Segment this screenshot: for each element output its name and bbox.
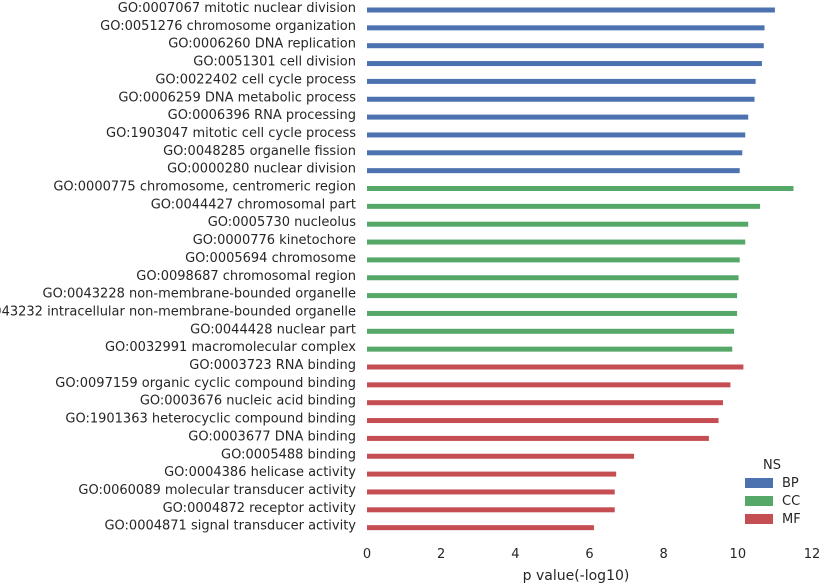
category-label: GO:0051301 cell division [193,55,356,70]
legend-swatch-bp [745,478,773,488]
category-label: GO:0000775 chromosome, centromeric regio… [53,180,356,195]
legend-label-cc: CC [782,494,800,509]
bar-bp-0 [367,7,775,13]
category-label: GO:0006260 DNA replication [168,37,356,52]
x-tick-label: 10 [730,547,747,562]
bar-cc-12 [367,221,749,227]
bar-mf-23 [367,418,719,424]
category-label: GO:0048285 organelle fission [163,144,356,159]
bar-mf-28 [367,507,615,513]
bar-cc-17 [367,310,738,316]
bar-cc-16 [367,293,738,299]
category-label: GO:0005488 binding [221,447,356,462]
legend: NS BP CC MF [745,458,801,527]
category-label: GO:0000280 nuclear division [167,162,356,177]
bar-bp-4 [367,78,756,84]
category-labels: GO:0007067 mitotic nuclear division GO:00… [0,1,356,534]
x-tick-label: 0 [363,547,371,562]
bar-cc-18 [367,328,735,334]
category-label: GO:0097159 organic cyclic compound bindi… [55,376,356,391]
bar-mf-22 [367,400,723,406]
bar-bp-3 [367,61,762,67]
category-label: GO:0051276 chromosome organization [100,19,356,34]
bar-mf-26 [367,471,617,477]
category-label: GO:0000776 kinetochore [193,233,356,248]
category-label: GO:0022402 cell cycle process [155,72,356,87]
x-axis-ticks: 0 2 4 6 8 10 12 [363,547,820,562]
category-label: GO:0003676 nucleic acid binding [140,394,356,409]
category-label: GO:0005730 nucleolus [208,215,357,230]
bar-mf-27 [367,489,615,495]
bar-cc-10 [367,186,794,191]
bar-cc-11 [367,203,761,209]
x-tick-label: 8 [660,547,668,562]
category-label: GO:0044428 nuclear part [190,322,356,337]
category-label: GO:0004872 receptor activity [163,501,357,516]
category-label: GO:0006259 DNA metabolic process [118,90,356,105]
x-tick-label: 4 [511,547,519,562]
bar-bp-6 [367,114,749,120]
bar-mf-20 [367,364,744,370]
bar-mf-29 [367,525,594,531]
bar-mf-25 [367,453,634,459]
bar-cc-15 [367,275,739,281]
bars-group [367,7,794,531]
bar-mf-24 [367,435,709,441]
category-label: GO:0005694 chromosome [185,251,356,266]
category-label: GO:0003723 RNA binding [189,358,356,373]
category-label: GO:0004871 signal transducer activity [104,519,356,534]
category-label: GO:0043228 non-membrane-bounded organell… [43,287,357,302]
category-label: GO:0007067 mitotic nuclear division [118,1,356,16]
bar-cc-13 [367,239,746,245]
legend-swatch-cc [745,496,773,506]
legend-label-mf: MF [782,512,801,527]
bar-bp-9 [367,168,740,174]
category-label: GO:0004386 helicase activity [164,465,356,480]
x-tick-label: 2 [437,547,445,562]
category-label: GO:1903047 mitotic cell cycle process [106,126,356,141]
bar-mf-21 [367,382,731,388]
bar-cc-19 [367,346,733,352]
x-tick-label: 6 [585,547,593,562]
category-label: GO:0060089 molecular transducer activity [78,483,356,498]
category-label: GO:1901363 heterocyclic compound binding [65,412,356,427]
category-label: GO:0044427 chromosomal part [151,197,356,212]
category-label: GO:0032991 macromolecular complex [105,340,356,355]
bar-bp-8 [367,150,743,156]
bar-bp-1 [367,25,765,31]
bar-cc-14 [367,257,740,263]
x-axis-label: p value(-log10) [523,568,630,584]
bar-bp-5 [367,96,755,102]
category-label: GO:0006396 RNA processing [168,108,356,123]
bar-bp-2 [367,43,764,49]
bar-bp-7 [367,132,746,138]
category-label: GO:0003677 DNA binding [188,429,356,444]
x-tick-label: 12 [804,547,821,562]
category-label: GO:0098687 chromosomal region [136,269,356,284]
legend-label-bp: BP [782,476,799,491]
legend-swatch-mf [745,514,773,524]
category-label: GO:0043232 intracellular non-membrane-bo… [0,304,356,319]
legend-title: NS [763,458,781,473]
